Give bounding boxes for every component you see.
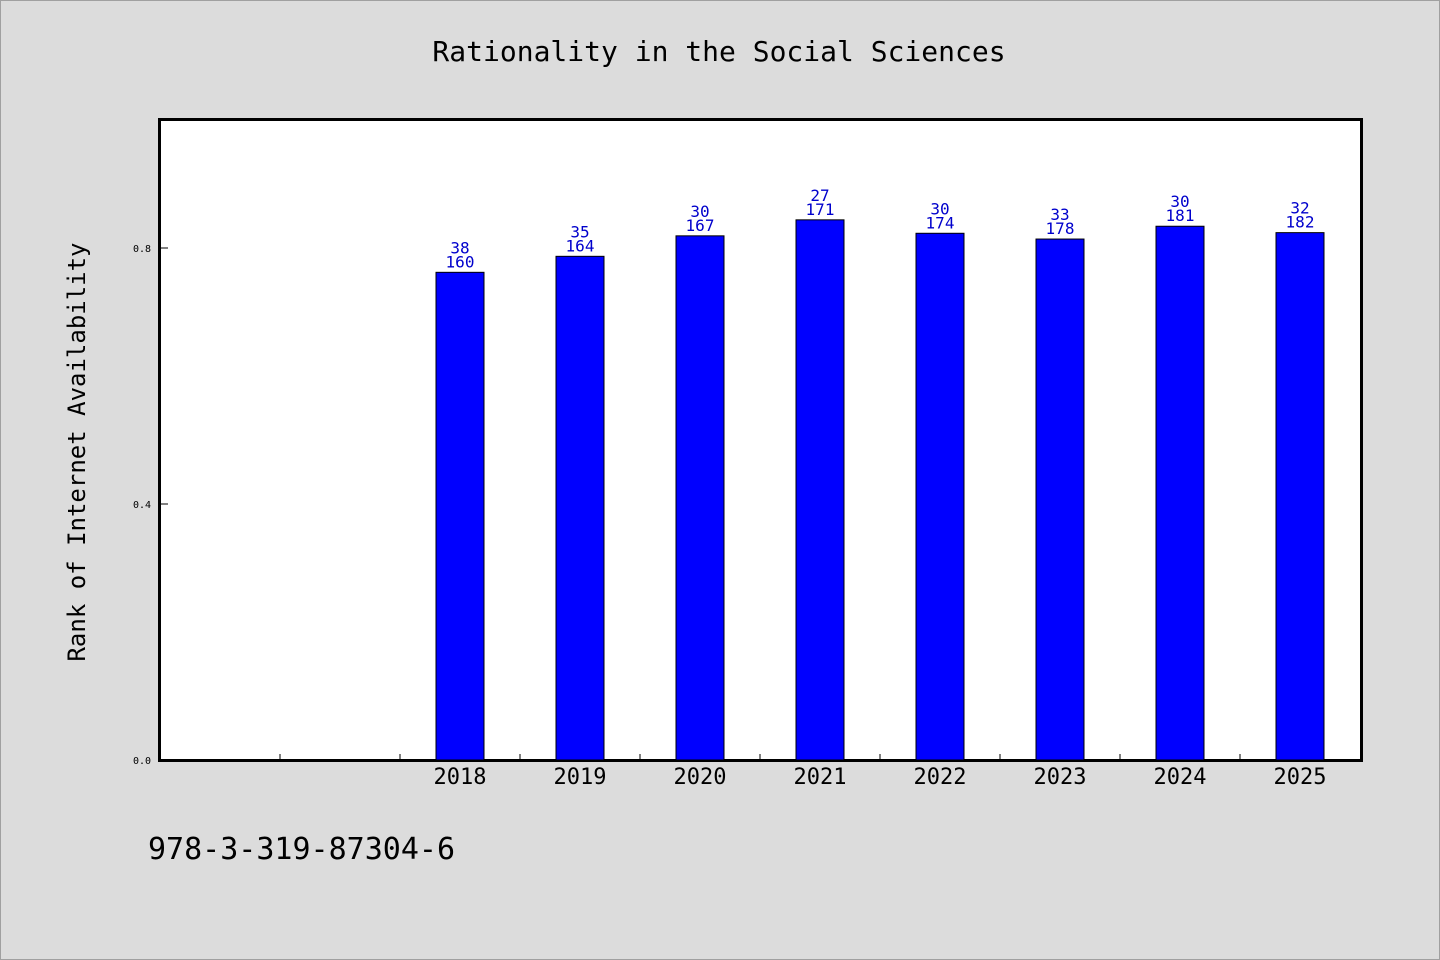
y-tick-label: 0.8 (133, 244, 151, 255)
bar-label-top: 27 (810, 186, 829, 205)
bar-label-bottom: 178 (1046, 219, 1075, 238)
bar-label-top: 35 (570, 222, 589, 241)
x-tick-label: 2023 (1034, 765, 1087, 790)
x-tick-label: 2022 (914, 765, 967, 790)
bar-label-top: 30 (1170, 192, 1189, 211)
y-axis-label: Rank of Internet Availability (63, 242, 91, 661)
bar-label-bottom: 171 (806, 200, 835, 219)
bar-label-top: 38 (450, 238, 469, 257)
y-tick-label: 0.0 (133, 756, 151, 767)
bar-label-bottom: 167 (686, 216, 715, 235)
bar (1275, 232, 1325, 761)
bar (675, 235, 725, 761)
isbn-label: 978-3-319-87304-6 (148, 832, 456, 867)
bar-label-top: 30 (690, 202, 709, 221)
bar-label-bottom: 164 (566, 236, 595, 255)
y-tick-label: 0.4 (133, 500, 151, 511)
x-tick-label: 2019 (554, 765, 607, 790)
chart-title: Rationality in the Social Sciences (432, 35, 1005, 68)
bar-label-top: 33 (1050, 205, 1069, 224)
x-tick-label: 2018 (434, 765, 487, 790)
bar (435, 271, 485, 761)
x-tick-label: 2020 (674, 765, 727, 790)
bar-label-bottom: 181 (1166, 206, 1195, 225)
bar-label-top: 30 (930, 199, 949, 218)
bar (1035, 238, 1085, 761)
x-tick-label: 2024 (1154, 765, 1207, 790)
bar (795, 219, 845, 761)
bar-label-bottom: 160 (446, 252, 475, 271)
bar (1155, 225, 1205, 761)
x-tick-label: 2021 (794, 765, 847, 790)
bar-label-bottom: 174 (926, 213, 955, 232)
bar-label-top: 32 (1290, 199, 1309, 218)
bar (915, 232, 965, 761)
bar (555, 255, 605, 761)
bar-label-bottom: 182 (1286, 213, 1315, 232)
x-tick-label: 2025 (1274, 765, 1327, 790)
